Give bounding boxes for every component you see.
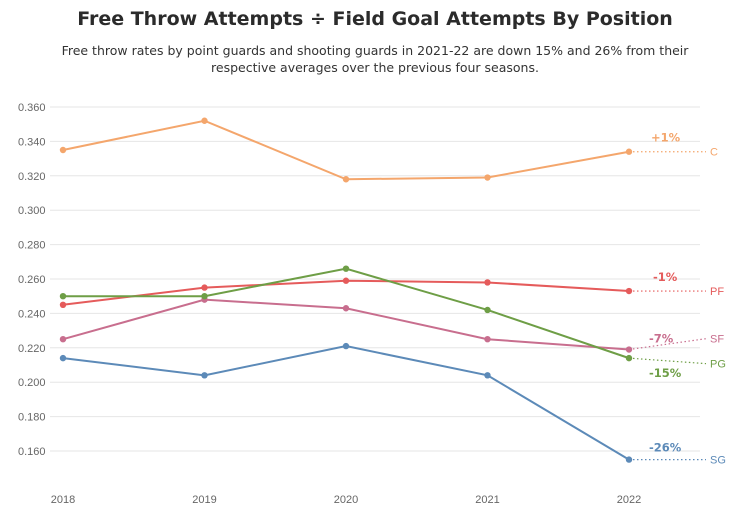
- series-pg-label: PG: [710, 359, 726, 371]
- x-tick-label: 2019: [192, 494, 216, 506]
- series-c-point: [625, 148, 633, 155]
- x-tick-label: 2021: [475, 494, 499, 506]
- series-sg-point: [625, 456, 633, 463]
- series-pf-point: [201, 284, 208, 291]
- series-sf-change: -7%: [649, 332, 674, 346]
- y-tick-label: 0.360: [18, 102, 46, 114]
- chart-subtitle: Free throw rates by point guards and sho…: [61, 43, 689, 75]
- chart-title: Free Throw Attempts ÷ Field Goal Attempt…: [77, 8, 673, 30]
- y-tick-label: 0.300: [18, 205, 46, 217]
- x-tick-label: 2020: [334, 494, 358, 506]
- series-sg-point: [59, 354, 67, 362]
- series-pf-point: [59, 301, 67, 308]
- series-sg-point: [201, 372, 208, 379]
- series-pf-point: [342, 277, 350, 284]
- series-c-line: [62, 119, 630, 181]
- series-pg-point: [342, 265, 350, 272]
- series-c-change: +1%: [651, 131, 681, 145]
- series-pf-point: [484, 279, 491, 286]
- x-tick-label: 2022: [617, 494, 641, 506]
- series-pf-point: [625, 287, 633, 295]
- series-pf-label: PF: [710, 286, 724, 298]
- y-tick-label: 0.180: [18, 412, 46, 424]
- series-sg-line: [62, 345, 630, 461]
- series-pf-change: -1%: [653, 270, 678, 284]
- series-pg-point: [484, 306, 491, 314]
- series-pg-point: [59, 293, 67, 300]
- y-tick-label: 0.200: [18, 377, 46, 389]
- series-pg-avg-connector: [628, 357, 707, 365]
- series-sg-change: -26%: [649, 441, 682, 455]
- series-sf-point: [342, 305, 350, 312]
- series-sf-avg-connector: [628, 338, 707, 351]
- y-tick-label: 0.160: [18, 446, 46, 458]
- y-tick-label: 0.340: [18, 136, 46, 148]
- series-sf-point: [625, 346, 633, 353]
- series-c-label: C: [710, 147, 718, 159]
- y-tick-label: 0.280: [18, 240, 46, 252]
- series-pg-point: [201, 293, 208, 300]
- y-tick-label: 0.260: [18, 274, 46, 286]
- y-tick-label: 0.320: [18, 171, 46, 183]
- y-tick-label: 0.240: [18, 308, 46, 320]
- series-sg-point: [342, 342, 350, 350]
- series-sg-label: SG: [710, 455, 726, 467]
- y-tick-label: 0.220: [18, 343, 46, 355]
- series-sf-label: SF: [710, 334, 724, 346]
- x-tick-label: 2018: [51, 494, 75, 506]
- series-sf-point: [484, 336, 491, 343]
- series-pg-point: [625, 354, 633, 362]
- series-sg-point: [484, 372, 491, 379]
- series-c-point: [59, 146, 67, 154]
- series-c-point: [201, 117, 208, 124]
- series-c-point: [484, 174, 491, 181]
- series-sf-point: [59, 336, 67, 343]
- series-pg-change: -15%: [649, 366, 682, 380]
- series-pf-line: [62, 279, 630, 306]
- series-c-point: [342, 176, 350, 183]
